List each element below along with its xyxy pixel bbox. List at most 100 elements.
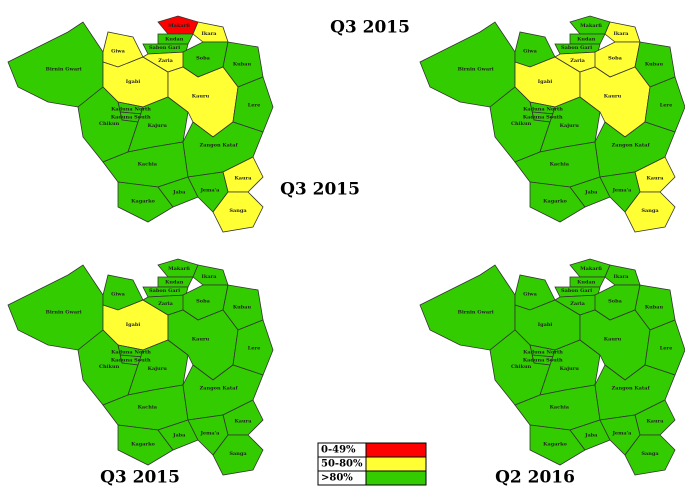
district	[117, 181, 174, 223]
district	[419, 264, 516, 351]
district	[212, 191, 264, 233]
district-label: Birnin Gwari	[458, 309, 494, 315]
district-label: Sanga	[229, 451, 247, 457]
map-title: Q3 2015	[100, 468, 180, 488]
district-label: Kaduna South	[523, 115, 563, 121]
district-label: Sabon Gari	[561, 288, 592, 294]
district-label: Zaria	[570, 58, 585, 64]
district-label: Kudan	[577, 37, 596, 43]
district-label: Zaria	[158, 301, 173, 307]
district-label: Makarfi	[168, 266, 190, 272]
district-label: Zangon Kataf	[612, 143, 651, 149]
district-label: Kaduna North	[523, 349, 563, 355]
district-label: Kauru	[192, 337, 210, 343]
district	[644, 319, 685, 376]
district-label: Igabi	[538, 79, 553, 85]
district-label: Kachia	[550, 405, 570, 411]
district-label: Igabi	[126, 79, 141, 85]
map: Birnin Gwari Giwa Igabi Makarfi Ikara Kudan Sa…	[7, 258, 274, 476]
district-label: Kudan	[165, 37, 184, 43]
district	[117, 424, 174, 466]
district-label: Igabi	[126, 322, 141, 328]
district-label: Kachia	[138, 405, 158, 411]
district	[644, 76, 685, 133]
district-label: Jaba	[172, 190, 186, 196]
district	[529, 181, 586, 223]
district-label: Ikara	[202, 31, 218, 37]
district-label: Kudan	[165, 280, 184, 286]
district-label: Zangon Kataf	[200, 143, 239, 149]
district-label: Sanga	[641, 208, 659, 214]
district-label: Birnin Gwari	[458, 66, 494, 72]
district-label: Sanga	[641, 451, 659, 457]
district-label: Lere	[248, 103, 261, 109]
district-label: Kaura	[234, 419, 252, 425]
district-label: Kagarko	[543, 199, 567, 205]
district-label: Kubau	[645, 62, 664, 68]
district-label: Chikun	[511, 364, 532, 370]
district	[142, 286, 189, 298]
district-label: Chikun	[99, 364, 120, 370]
district-label: Kachia	[138, 162, 158, 168]
district-label: Kauru	[604, 337, 622, 343]
map: Birnin Gwari Giwa Igabi Makarfi Ikara Kudan Sa…	[419, 258, 685, 476]
district-label: Kagarko	[131, 199, 155, 205]
district-label: Giwa	[523, 292, 537, 298]
district-label: Kajuru	[560, 366, 580, 372]
district-label: Soba	[608, 298, 622, 304]
district-label: Igabi	[538, 322, 553, 328]
district-label: Kajuru	[560, 123, 580, 129]
district-label: Zangon Kataf	[200, 386, 239, 392]
district-label: Chikun	[511, 121, 532, 127]
district	[419, 21, 516, 108]
district-label: Kajuru	[148, 366, 168, 372]
district-label: Ikara	[202, 274, 218, 280]
legend-label: 0-49%	[321, 445, 356, 456]
district-label: Chikun	[99, 121, 120, 127]
district-label: Ikara	[614, 274, 630, 280]
district-label: Lere	[660, 346, 673, 352]
legend-label: 50-80%	[321, 459, 363, 470]
district-label: Giwa	[111, 292, 125, 298]
district-label: Giwa	[523, 49, 537, 55]
district	[624, 191, 676, 233]
district-label: Jema'a	[612, 431, 633, 437]
district-label: Kudan	[577, 280, 596, 286]
map: Birnin Gwari Giwa Igabi Makarfi Ikara Kudan Sa…	[7, 15, 274, 233]
district-label: Kaduna North	[111, 349, 151, 355]
district-label: Makarfi	[580, 23, 602, 29]
legend-label: >80%	[321, 473, 353, 484]
district-label: Sabon Gari	[149, 45, 180, 51]
district-label: Makarfi	[580, 266, 602, 272]
district-label: Soba	[196, 55, 210, 61]
map-title: Q3 2015	[330, 18, 410, 38]
legend-swatch	[365, 470, 427, 486]
district-label: Soba	[608, 55, 622, 61]
district-label: Kubau	[233, 305, 252, 311]
legend-swatch	[365, 442, 427, 458]
district-label: Jema'a	[200, 188, 221, 194]
district	[554, 286, 601, 298]
district-label: Zangon Kataf	[612, 386, 651, 392]
district	[529, 424, 586, 466]
district-label: Jema'a	[200, 431, 221, 437]
district	[232, 319, 274, 376]
district	[212, 434, 264, 476]
district-label: Sabon Gari	[561, 45, 592, 51]
district-label: Birnin Gwari	[46, 309, 82, 315]
district-label: Kajuru	[148, 123, 168, 129]
district-label: Lere	[660, 103, 673, 109]
map-title: Q2 2016	[495, 468, 575, 488]
district-label: Kauru	[604, 94, 622, 100]
district	[624, 434, 676, 476]
district-label: Kauru	[192, 94, 210, 100]
map: Birnin Gwari Giwa Igabi Makarfi Ikara Kudan Sa…	[419, 15, 685, 233]
district-label: Sabon Gari	[149, 288, 180, 294]
district-label: Kachia	[550, 162, 570, 168]
district-label: Kubau	[233, 62, 252, 68]
district-label: Birnin Gwari	[46, 66, 82, 72]
district-label: Kaura	[646, 419, 664, 425]
district-label: Jaba	[584, 190, 598, 196]
map-title: Q3 2015	[280, 180, 360, 200]
